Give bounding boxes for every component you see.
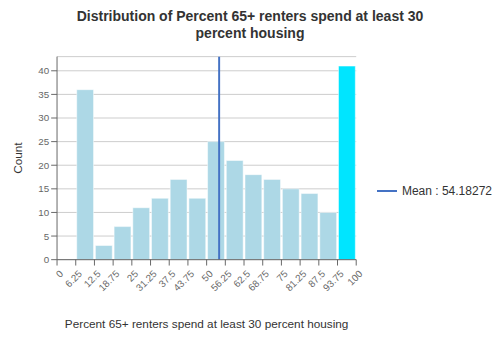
html-text:Distribution of Percent 65+ re: Distribution of Percent 65+ renters spen… xyxy=(76,8,424,41)
svg-text:40: 40 xyxy=(38,65,49,76)
svg-text:18.75: 18.75 xyxy=(96,268,122,294)
svg-text:30: 30 xyxy=(38,112,49,123)
svg-text:25: 25 xyxy=(38,136,49,147)
svg-text:31.25: 31.25 xyxy=(134,268,160,294)
svg-text:10: 10 xyxy=(38,207,49,218)
svg-text:75: 75 xyxy=(274,268,290,284)
html-text:Mean : 54.18272: Mean : 54.18272 xyxy=(401,184,492,198)
svg-text:Count: Count xyxy=(11,142,24,174)
svg-text:50: 50 xyxy=(199,268,215,284)
svg-text:56.25: 56.25 xyxy=(209,268,235,294)
svg-text:6.25: 6.25 xyxy=(63,268,85,290)
svg-text:25: 25 xyxy=(124,268,141,284)
svg-text:5: 5 xyxy=(44,231,50,242)
svg-text:81.25: 81.25 xyxy=(283,268,309,294)
svg-text:Percent 65+ renters spend at l: Percent 65+ renters spend at least 30 pe… xyxy=(65,317,349,330)
svg-text:0: 0 xyxy=(44,254,50,265)
svg-text:68.75: 68.75 xyxy=(246,268,272,294)
svg-text:12.5: 12.5 xyxy=(81,268,103,290)
svg-text:15: 15 xyxy=(38,183,49,194)
svg-text:35: 35 xyxy=(38,89,49,100)
svg-text:20: 20 xyxy=(38,160,49,171)
svg-text:62.5: 62.5 xyxy=(231,268,253,290)
svg-text:93.75: 93.75 xyxy=(321,268,347,294)
svg-text:37.5: 37.5 xyxy=(156,268,178,290)
svg-text:87.5: 87.5 xyxy=(305,268,328,290)
svg-text:43.75: 43.75 xyxy=(171,268,197,294)
svg-text:100: 100 xyxy=(345,268,365,288)
svg-text:0: 0 xyxy=(54,268,66,280)
